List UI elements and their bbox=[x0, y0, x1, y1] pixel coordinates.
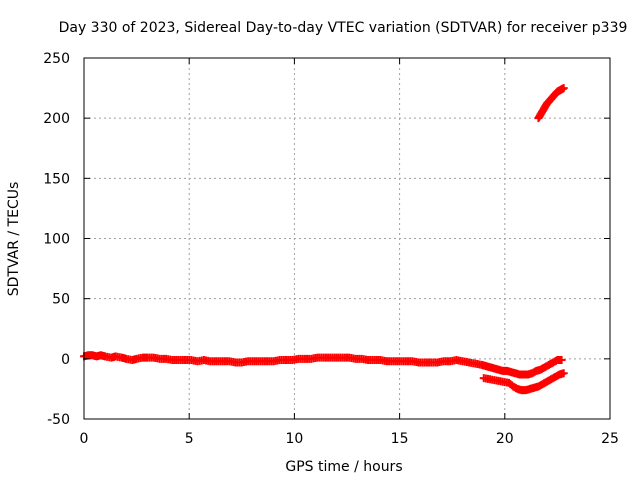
y-tick-label: 200 bbox=[43, 111, 70, 127]
y-tick-label: 0 bbox=[61, 352, 70, 368]
y-tick-label: -50 bbox=[47, 412, 70, 428]
series-high-arc bbox=[534, 84, 568, 123]
x-tick-label: 10 bbox=[285, 431, 303, 447]
y-tick-label: 50 bbox=[52, 292, 70, 308]
x-tick-label: 5 bbox=[185, 431, 194, 447]
chart-title: Day 330 of 2023, Sidereal Day-to-day VTE… bbox=[59, 20, 628, 36]
y-tick-label: 150 bbox=[43, 171, 70, 187]
x-tick-label: 25 bbox=[601, 431, 619, 447]
y-tick-label: 100 bbox=[43, 232, 70, 248]
series-low-arc bbox=[479, 369, 568, 395]
data-point bbox=[557, 356, 566, 365]
data-point bbox=[559, 369, 568, 378]
x-tick-label: 0 bbox=[80, 431, 89, 447]
x-axis-label: GPS time / hours bbox=[285, 459, 402, 475]
x-tick-label: 20 bbox=[496, 431, 514, 447]
axis-ticks: 0 5 10 15 20 25 -50 0 50 100 150 200 250 bbox=[43, 51, 619, 447]
grid-lines bbox=[84, 58, 610, 419]
data-point bbox=[559, 84, 568, 93]
y-axis-label: SDTVAR / TECUs bbox=[6, 182, 22, 297]
data-points bbox=[80, 84, 568, 395]
series-main-arc bbox=[80, 351, 566, 379]
y-tick-label: 250 bbox=[43, 51, 70, 67]
x-tick-label: 15 bbox=[391, 431, 409, 447]
plot-frame bbox=[83, 57, 611, 420]
